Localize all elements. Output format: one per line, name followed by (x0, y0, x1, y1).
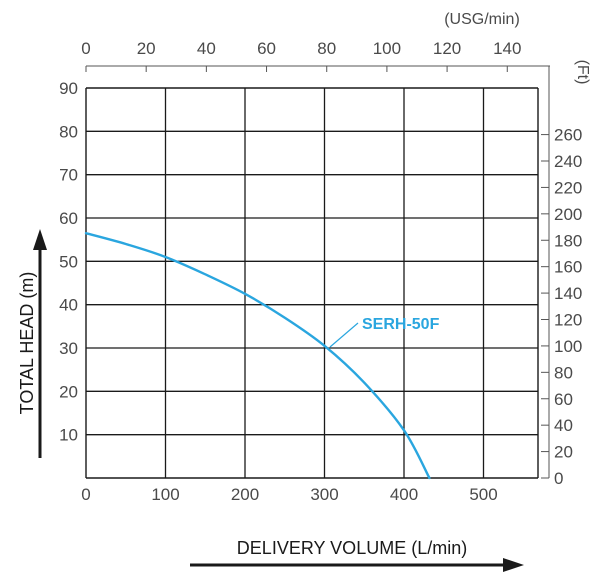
right-tick-label: 120 (554, 311, 582, 330)
top-tick-label: 140 (493, 39, 521, 58)
x-axis-title: DELIVERY VOLUME (L/min) (237, 538, 467, 558)
series-line (84, 232, 431, 480)
x-tick-label: 500 (469, 485, 497, 504)
x-tick-label: 300 (310, 485, 338, 504)
top-tick-label: 100 (373, 39, 401, 58)
right-tick-label: 0 (554, 469, 563, 488)
right-tick-label: 160 (554, 258, 582, 277)
y-tick-label: 30 (59, 339, 78, 358)
right-tick-label: 40 (554, 416, 573, 435)
right-tick-label: 180 (554, 231, 582, 250)
right-tick-label: 60 (554, 390, 573, 409)
right-tick-label: 240 (554, 152, 582, 171)
right-tick-label: 260 (554, 126, 582, 145)
plot-frame (85, 87, 539, 479)
tick-marks (85, 65, 550, 479)
y-axis-arrow (33, 229, 47, 458)
top-tick-label: 60 (257, 39, 276, 58)
top-tick-label: 40 (197, 39, 216, 58)
plot-area (86, 88, 538, 478)
top-axis-unit: (USG/min) (444, 11, 520, 28)
curve-layer: SERH-50F (84, 232, 440, 480)
right-tick-label: 80 (554, 363, 573, 382)
right-tick-label: 220 (554, 178, 582, 197)
x-axis-arrow (190, 558, 524, 572)
y-axis-title: TOTAL HEAD (m) (17, 272, 37, 415)
x-tick-label: 200 (231, 485, 259, 504)
y-tick-label: 70 (59, 166, 78, 185)
x-tick-label: 0 (81, 485, 90, 504)
top-tick-label: 20 (137, 39, 156, 58)
right-tick-label: 140 (554, 284, 582, 303)
top-tick-label: 80 (317, 39, 336, 58)
y-tick-label: 40 (59, 296, 78, 315)
y-tick-label: 10 (59, 426, 78, 445)
top-tick-label: 120 (433, 39, 461, 58)
right-tick-label: 200 (554, 205, 582, 224)
right-axis-unit: (Ft) (574, 60, 591, 85)
x-tick-label: 400 (390, 485, 418, 504)
y-tick-label: 50 (59, 252, 78, 271)
grid-lines (86, 88, 538, 478)
right-tick-label: 20 (554, 443, 573, 462)
y-tick-label: 80 (59, 122, 78, 141)
series-label-leader (329, 322, 359, 348)
y-tick-label: 60 (59, 209, 78, 228)
series-label: SERH-50F (362, 316, 440, 333)
y-tick-label: 20 (59, 382, 78, 401)
top-tick-label: 0 (81, 39, 90, 58)
right-tick-label: 100 (554, 337, 582, 356)
y-tick-label: 90 (59, 79, 78, 98)
x-tick-label: 100 (151, 485, 179, 504)
